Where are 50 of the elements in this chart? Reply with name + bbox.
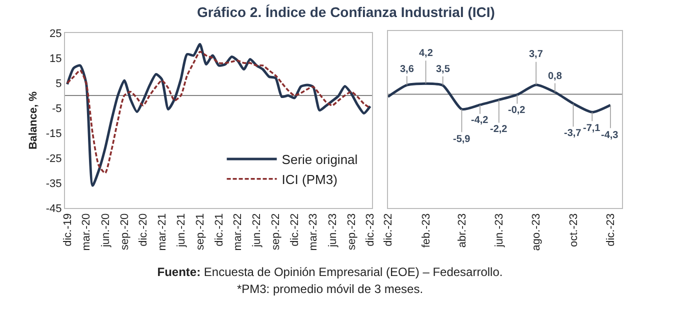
y-tick-label: 25 [50, 28, 62, 40]
legend-label: ICI (PM3) [282, 172, 338, 187]
x-tick-label: ago.-23 [530, 213, 543, 251]
y-tick-label: -15 [46, 128, 62, 140]
x-tick-label: mar.-21 [156, 213, 168, 251]
y-tick-label: -35 [46, 178, 62, 190]
x-tick-label: abr.-23 [456, 213, 468, 248]
data-label: 0,8 [548, 71, 562, 82]
x-tick-label: dic.-21 [213, 213, 226, 246]
x-tick-label: dic.-20 [138, 213, 150, 246]
y-tick-label: 5 [56, 78, 62, 90]
x-tick-label: jun.-20 [100, 213, 112, 248]
x-tick-label: dic.-22 [289, 213, 302, 246]
x-tick-label: oct.-23 [568, 213, 580, 248]
data-label: -7,1 [583, 123, 601, 134]
x-tick-label: feb.-23 [420, 213, 432, 248]
y-tick-label: -5 [52, 102, 62, 115]
data-label: 3,7 [529, 49, 544, 60]
data-label: 3,6 [400, 64, 414, 75]
x-tick-label: jun.-23 [493, 213, 506, 248]
x-tick-label: dic.-19 [62, 213, 74, 246]
x-tick-label: mar.-20 [80, 213, 93, 251]
x-tick-label: mar.-23 [308, 213, 320, 251]
x-tick-label: jun.-21 [175, 213, 188, 248]
x-tick-label: dic.-22 [382, 213, 395, 246]
data-label: -4,3 [601, 130, 619, 141]
text: *PM3: promedio móvil de 3 meses. [236, 281, 424, 298]
y-axis-title: Balance, % [28, 91, 40, 150]
source-note: Fuente: Encuesta de Opinión Empresarial (EOE) – Fedesarrollo. [156, 264, 504, 281]
data-label: -5,9 [453, 134, 471, 145]
data-label: -4,2 [471, 115, 489, 126]
x-tick-label: sep.-20 [118, 213, 131, 250]
x-tick-label: dic.-23 [364, 213, 377, 246]
data-label: -2,2 [490, 124, 508, 135]
x-tick-label: jun.-22 [251, 213, 264, 248]
y-tick-label: -25 [46, 152, 62, 165]
x-tick-label: sep.-23 [346, 213, 358, 250]
data-label: 4,2 [419, 48, 434, 59]
x-tick-label: dic.-23 [604, 213, 617, 246]
x-tick-label: sep.-22 [270, 213, 282, 250]
chart-title: Gráfico 2. Índice de Confianza Industrial (ICI) [196, 4, 496, 20]
y-tick-label: -45 [46, 202, 62, 215]
legend-label: Serie original [282, 152, 358, 168]
x-tick-label: sep.-21 [194, 213, 207, 250]
data-label: -0,2 [508, 105, 526, 116]
x-tick-label: jun.-23 [326, 213, 339, 248]
data-label: -3,7 [564, 128, 582, 139]
x-tick-label: mar.-22 [232, 213, 244, 251]
y-tick-label: 15 [50, 52, 62, 65]
data-label: 3,5 [436, 64, 450, 75]
